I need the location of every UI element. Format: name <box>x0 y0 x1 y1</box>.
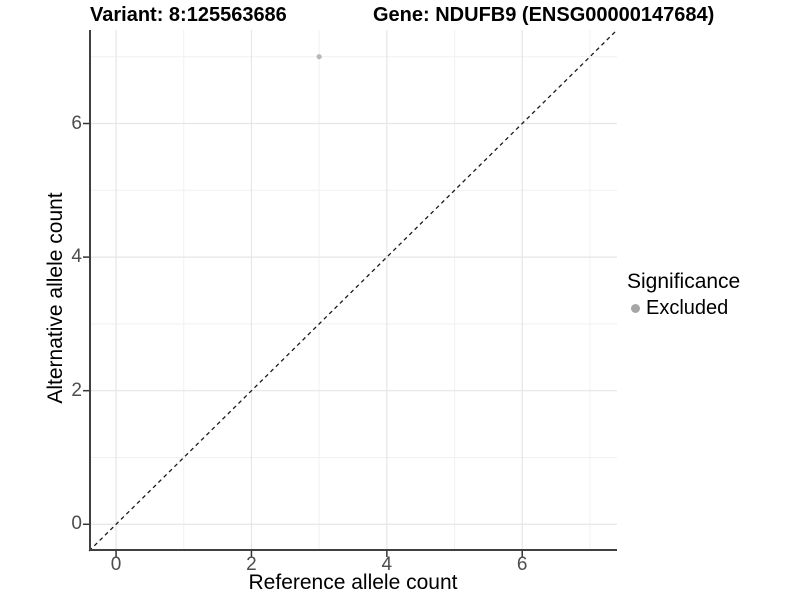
plot-panel <box>83 29 618 557</box>
y-axis-title: Alternative allele count <box>44 192 67 404</box>
excluded-point-icon <box>631 304 640 313</box>
gene-title: Gene: NDUFB9 (ENSG00000147684) <box>373 4 715 26</box>
legend-title: Significance <box>627 270 741 293</box>
panel-svg <box>83 29 618 557</box>
legend: Significance Excluded <box>627 270 740 320</box>
x-tick-label: 6 <box>516 554 528 575</box>
x-tick-label: 0 <box>110 554 122 575</box>
legend-item-label: Excluded <box>646 297 729 319</box>
y-tick-label: 4 <box>71 246 82 268</box>
identity-dashed-line <box>88 29 618 552</box>
y-tick-label: 0 <box>71 513 82 535</box>
y-tick-label: 2 <box>71 379 82 401</box>
data-point-excluded <box>316 54 322 60</box>
y-tick-label: 6 <box>71 112 82 134</box>
legend-item-excluded: Excluded <box>631 297 740 320</box>
x-tick-label: 2 <box>246 554 257 575</box>
x-axis-title: Reference allele count <box>248 571 458 594</box>
x-tick-label: 4 <box>381 554 393 575</box>
variant-title: Variant: 8:125563686 <box>90 4 287 26</box>
